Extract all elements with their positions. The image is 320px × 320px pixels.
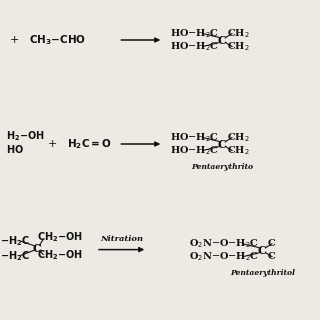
Text: C: C <box>267 239 275 248</box>
Text: CH$_2$: CH$_2$ <box>227 144 250 157</box>
Text: HO$-$H$_2$C: HO$-$H$_2$C <box>170 40 219 53</box>
Text: O$_2$N$-$O$-$H$_2$C: O$_2$N$-$O$-$H$_2$C <box>189 250 259 263</box>
Text: Pentaerythrito: Pentaerythrito <box>191 163 253 171</box>
Text: CH$_2$: CH$_2$ <box>227 40 250 53</box>
Text: O$_2$N$-$O$-$H$_2$C: O$_2$N$-$O$-$H$_2$C <box>189 237 259 250</box>
Text: $\mathbf{CH_2{-}OH}$: $\mathbf{CH_2{-}OH}$ <box>37 230 83 244</box>
Text: Nitration: Nitration <box>100 235 143 243</box>
Text: CH$_2$: CH$_2$ <box>227 131 250 144</box>
Text: C: C <box>267 252 275 261</box>
Text: $\mathbf{CH_2{-}OH}$: $\mathbf{CH_2{-}OH}$ <box>37 248 83 262</box>
Text: CH$_2$: CH$_2$ <box>227 27 250 40</box>
Text: $\mathbf{{-}H_2C}$: $\mathbf{{-}H_2C}$ <box>0 234 30 248</box>
Text: Pentaerythritol: Pentaerythritol <box>230 269 295 277</box>
Text: $\mathbf{HO}$: $\mathbf{HO}$ <box>6 143 24 155</box>
Text: C: C <box>32 243 41 253</box>
Text: C: C <box>218 35 227 45</box>
Text: +: + <box>10 35 19 45</box>
Text: $\mathbf{CH_3{-}CHO}$: $\mathbf{CH_3{-}CHO}$ <box>29 33 86 47</box>
Text: $\mathbf{H_2{-}OH}$: $\mathbf{H_2{-}OH}$ <box>6 129 45 143</box>
Text: HO$-$H$_2$C: HO$-$H$_2$C <box>170 131 219 144</box>
Text: $\mathbf{{-}H_2C}$: $\mathbf{{-}H_2C}$ <box>0 249 30 263</box>
Text: C: C <box>258 245 267 256</box>
Text: HO$-$H$_2$C: HO$-$H$_2$C <box>170 144 219 157</box>
Text: $\mathbf{H_2C{=}O}$: $\mathbf{H_2C{=}O}$ <box>67 137 112 151</box>
Text: C: C <box>218 139 227 149</box>
Text: HO$-$H$_2$C: HO$-$H$_2$C <box>170 27 219 40</box>
Text: +: + <box>48 139 57 149</box>
